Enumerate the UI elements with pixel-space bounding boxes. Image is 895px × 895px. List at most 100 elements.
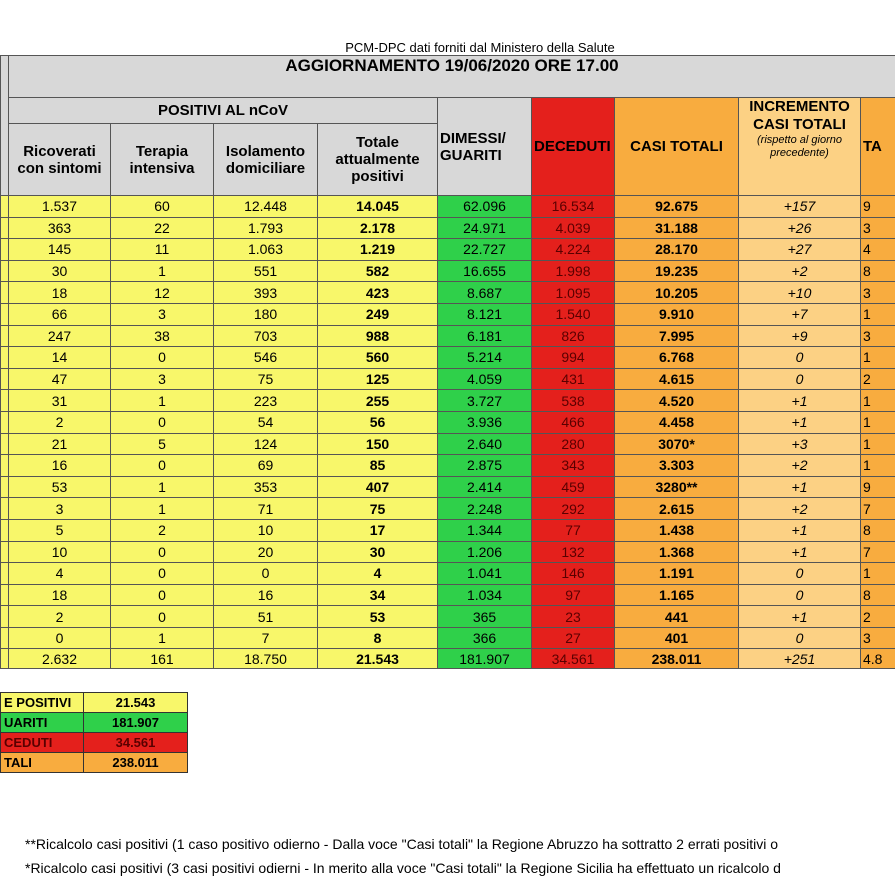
cell: 2 (859, 605, 895, 628)
cell: 21.543 (317, 648, 438, 670)
col-header: DECEDUTI (531, 97, 615, 196)
cell: 71 (213, 497, 318, 520)
cell: 56 (317, 410, 438, 434)
cell: 466 (531, 410, 615, 434)
table-row: 21 5 124 150 2.640 280 3070* +3 1 (0, 432, 895, 456)
cell: 3070* (614, 432, 739, 456)
cell: 3 (110, 367, 214, 391)
cell: 1 (859, 454, 895, 477)
sub-header: Ricoverati con sintomi (8, 123, 111, 196)
cell: 247 (8, 324, 111, 348)
cell: 3 (8, 497, 111, 520)
cell: 1 (859, 346, 895, 369)
cell: +1 (738, 410, 861, 434)
cell: 2.248 (437, 497, 532, 520)
cut-cell (0, 583, 9, 607)
cell: 4.520 (614, 389, 739, 412)
source: PCM-DPC dati forniti dal Ministero della… (345, 40, 615, 55)
table-row: 47 3 75 125 4.059 431 4.615 0 2 (0, 367, 895, 391)
cell: 4.224 (531, 238, 615, 261)
cell: 1.219 (317, 238, 438, 261)
cell: 10.205 (614, 281, 739, 304)
cell: 31.188 (614, 216, 739, 240)
cut-cell (0, 346, 9, 369)
cell: +157 (738, 195, 861, 218)
cell: +1 (738, 475, 861, 499)
cell: 4 (317, 562, 438, 585)
table-row: 2 0 51 53 365 23 441 +1 2 (0, 605, 895, 628)
cell: 551 (213, 259, 318, 283)
cell: 7.995 (614, 324, 739, 348)
cell: +7 (738, 302, 861, 326)
col-header: DIMESSI/ GUARITI (437, 97, 532, 196)
cell: 4 (859, 238, 895, 261)
summary-label: UARITI (0, 712, 84, 733)
cell: 5 (8, 518, 111, 542)
cut-cell (0, 410, 9, 434)
cell: 60 (110, 195, 214, 218)
cell: 255 (317, 389, 438, 412)
col-header: CASI TOTALI (614, 97, 739, 196)
cell: 8.121 (437, 302, 532, 326)
cell: +251 (738, 648, 861, 670)
sub-header: Isolamento domiciliare (213, 123, 318, 196)
cell: 181.907 (437, 648, 532, 670)
summary-value: 238.011 (83, 752, 188, 773)
cell: 18 (8, 281, 111, 304)
cell: 19.235 (614, 259, 739, 283)
summary-label: TALI (0, 752, 84, 773)
cell: 0 (110, 454, 214, 477)
cell: 538 (531, 389, 615, 412)
footnote: **Ricalcolo casi positivi (1 caso positi… (25, 836, 779, 852)
cell: +27 (738, 238, 861, 261)
cell: 8 (859, 583, 895, 607)
cell: 62.096 (437, 195, 532, 218)
cell: 2 (8, 410, 111, 434)
cell: 14 (8, 346, 111, 369)
update-title: AGGIORNAMENTO 19/06/2020 ORE 17.00 (7, 55, 895, 98)
cell: 2 (110, 518, 214, 542)
cell: 3 (110, 302, 214, 326)
cell: 353 (213, 475, 318, 499)
cell: 75 (213, 367, 318, 391)
cell: 0 (738, 583, 861, 607)
cell: 6.768 (614, 346, 739, 369)
cell: 54 (213, 410, 318, 434)
summary-table: E POSITIVI 21.543 UARITI 181.907 CEDUTI 34.56… (0, 692, 188, 773)
cell: 16.534 (531, 195, 615, 218)
cell: 124 (213, 432, 318, 456)
cell: 3.303 (614, 454, 739, 477)
cell: 1.438 (614, 518, 739, 542)
cell: 5 (110, 432, 214, 456)
summary-label: CEDUTI (0, 732, 84, 753)
cut-cell (0, 259, 9, 283)
cell: 51 (213, 605, 318, 628)
cell: 92.675 (614, 195, 739, 218)
cell: 249 (317, 302, 438, 326)
cell: 53 (317, 605, 438, 628)
cell: 3 (859, 216, 895, 240)
table-row: 53 1 353 407 2.414 459 3280** +1 9 (0, 475, 895, 499)
cut-cell (0, 540, 9, 564)
cell: 69 (213, 454, 318, 477)
cell: 1.540 (531, 302, 615, 326)
cell: 3 (859, 281, 895, 304)
cut-cell (0, 216, 9, 240)
cut-cell (0, 454, 9, 477)
cell: 161 (110, 648, 214, 670)
cell: 401 (614, 626, 739, 650)
cut-cell (0, 626, 9, 650)
cell: 8 (859, 518, 895, 542)
cell: 34 (317, 583, 438, 607)
cell: 0 (738, 562, 861, 585)
cell: 21 (8, 432, 111, 456)
cell: 6.181 (437, 324, 532, 348)
cell: 0 (738, 367, 861, 391)
cell: 423 (317, 281, 438, 304)
table-row: 0 1 7 8 366 27 401 0 3 (0, 626, 895, 650)
table-row: 18 0 16 34 1.034 97 1.165 0 8 (0, 583, 895, 607)
table-row: 31 1 223 255 3.727 538 4.520 +1 1 (0, 389, 895, 412)
cell: 1.165 (614, 583, 739, 607)
cell: 1.368 (614, 540, 739, 564)
cell: 366 (437, 626, 532, 650)
